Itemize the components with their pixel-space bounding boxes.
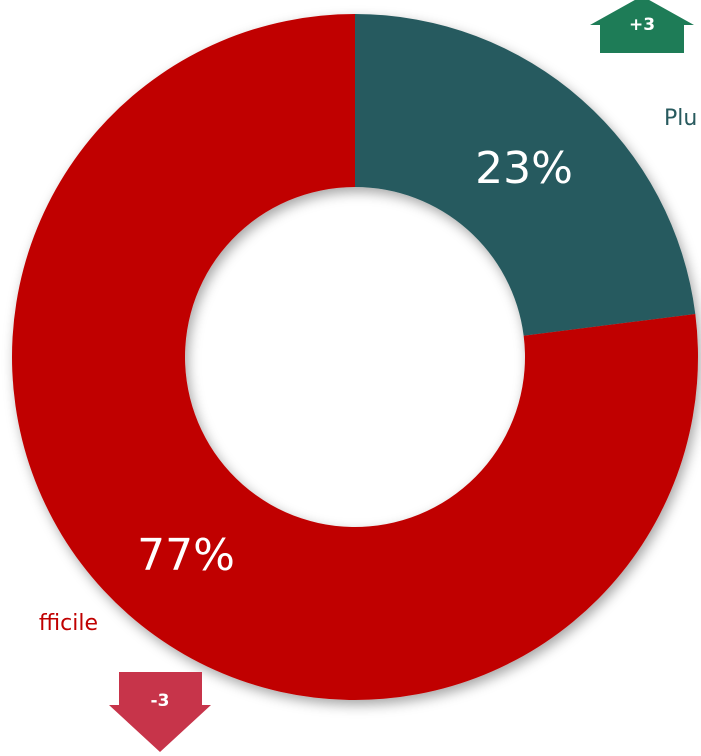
arrow-down-icon [109,672,211,752]
change-badge-up-text: +3 [629,15,655,35]
slice-value-label-plu: 23% [475,143,573,194]
change-badge-up: +3 [590,0,694,53]
slice-fficile [12,14,699,700]
donut-slices [12,14,699,700]
change-badge-down: -3 [109,672,211,752]
category-label-fficile: fficile [39,611,98,636]
change-badge-down-text: -3 [151,691,170,711]
category-label-plu: Plu [664,106,697,131]
slice-value-label-fficile: 77% [137,530,235,581]
arrow-up-icon [590,0,694,53]
slice-plu [355,14,696,336]
